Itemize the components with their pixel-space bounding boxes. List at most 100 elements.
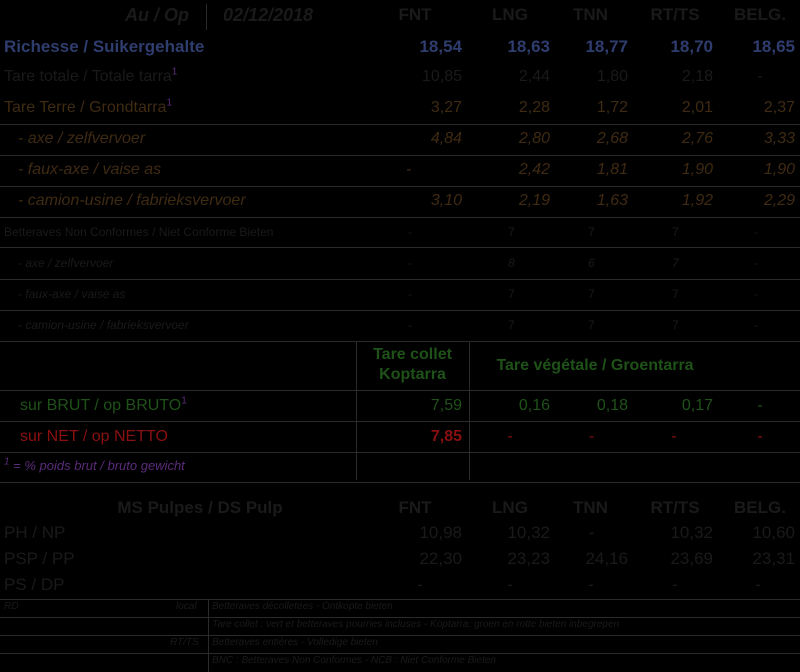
cell-value: 24,16 [585, 549, 628, 568]
column-header: FNT [398, 5, 432, 24]
cell-value: - [408, 287, 412, 301]
row-divider [0, 279, 800, 280]
header-row: Au / Op 02/12/2018 FNT LNG TNN RT/TS BEL… [0, 5, 800, 29]
column-header: RT/TS [650, 5, 700, 24]
legend-divider [0, 599, 800, 600]
legend-row: RD local Betteraves décolletées - Ontkop… [0, 601, 800, 616]
cell-value: - [588, 428, 595, 445]
row-divider [0, 124, 800, 125]
row-label: - camion-usine / fabrieksvervoer [18, 318, 189, 332]
cell-value: 7 [508, 287, 515, 301]
cell-value: 7 [672, 318, 679, 332]
table-row: Betteraves Non Conformes / Niet Conforme… [0, 225, 800, 243]
footnote-marker: 1 [166, 97, 172, 109]
legend-divider [0, 653, 800, 654]
row-label: - axe / zelfvervoer [18, 256, 114, 270]
cell-value: 23,31 [752, 549, 795, 568]
cell-value: 1,90 [763, 161, 795, 178]
cell-value: 23,23 [507, 549, 550, 568]
cell-value: 2,68 [596, 130, 628, 147]
cell-value: 18,65 [752, 37, 795, 56]
cell-value: - [588, 575, 594, 594]
row-divider [0, 155, 800, 156]
table-row: - faux-axe / vaise as - 7 7 7 - [0, 287, 800, 305]
row-label: PS / DP [4, 575, 65, 594]
legend-row: RT/TS Betteraves entières - Volledige bi… [0, 637, 800, 652]
footnote-marker: 1 [171, 66, 178, 78]
cell-value: 1,80 [596, 68, 628, 85]
column-header: TNN [573, 5, 608, 24]
legend-text: BNC : Betteraves Non Conformes - NCB : N… [212, 655, 496, 666]
cell-value: - [588, 523, 595, 542]
row-divider [0, 421, 800, 422]
section-divider [0, 482, 800, 483]
table-row: Tare Terre / Grondtarra1 3,27 2,28 1,72 … [0, 97, 800, 121]
tare-header-row: Tare collet Koptarra Tare végétale / Gro… [0, 345, 800, 389]
cell-value: 10,98 [419, 523, 462, 542]
cell-value: 2,80 [518, 130, 550, 147]
cell-value: 3,27 [430, 99, 462, 116]
table-row: - axe / zelfvervoer - 8 6 7 - [0, 256, 800, 274]
row-divider [0, 186, 800, 187]
cell-value: - [757, 428, 763, 445]
cell-value: - [757, 68, 763, 85]
column-header: BELG. [734, 498, 786, 517]
legend-code: RD [4, 601, 19, 612]
cell-value: 7 [672, 225, 679, 239]
cell-value: 2,37 [763, 99, 795, 116]
column-header: LNG [492, 498, 528, 517]
cell-value: 7 [508, 225, 515, 239]
cell-value: 1,72 [596, 99, 628, 116]
cell-value: - [754, 225, 758, 239]
header-label: Au / Op [125, 5, 189, 25]
table-row: - camion-usine / fabrieksvervoer - 7 7 7… [0, 318, 800, 336]
header-divider [206, 4, 207, 30]
cell-value: 22,30 [419, 549, 462, 568]
cell-value: 1,90 [681, 161, 713, 178]
legend-text: Tare collet : vert et betteraves pourrie… [212, 619, 620, 630]
footnote: 1 = % poids brut / bruto gewicht [0, 457, 800, 478]
row-divider [0, 390, 800, 391]
cell-value: 0,16 [518, 397, 550, 414]
cell-value: 10,85 [421, 68, 462, 85]
row-divider [0, 310, 800, 311]
legend-text: Betteraves entières - Volledige bieten [212, 637, 378, 648]
cell-value: - [755, 575, 761, 594]
legend-divider [0, 617, 800, 618]
cell-value: - [757, 397, 763, 414]
cell-value: - [417, 575, 423, 594]
pulp-header-row: MS Pulpes / DS Pulp FNT LNG TNN RT/TS BE… [0, 498, 800, 520]
row-label: Richesse / Suikergehalte [4, 37, 205, 56]
footnote-marker: 1 [181, 395, 187, 407]
cell-value: 2,01 [681, 99, 713, 116]
table-row: - axe / zelfvervoer 4,84 2,80 2,68 2,76 … [0, 130, 800, 152]
legend-column-divider [208, 599, 209, 672]
cell-value: - [754, 318, 758, 332]
cell-value: - [408, 256, 412, 270]
row-divider [0, 217, 800, 218]
row-label: PSP / PP [4, 549, 75, 568]
cell-value: 10,60 [752, 523, 795, 542]
legend-sub: local [176, 601, 197, 612]
cell-value: 3,10 [430, 192, 462, 209]
legend-row: BNC : Betteraves Non Conformes - NCB : N… [0, 655, 800, 670]
legend-sub: RT/TS [170, 637, 199, 648]
row-label: Betteraves Non Conformes / Niet Conforme… [4, 225, 274, 239]
cell-value: 7 [588, 287, 595, 301]
cell-value: - [507, 575, 513, 594]
legend-row: Tare collet : vert et betteraves pourrie… [0, 619, 800, 634]
cell-value: - [408, 318, 412, 332]
cell-value: 2,76 [681, 130, 713, 147]
cell-value: 7 [588, 225, 595, 239]
cell-value: - [406, 161, 412, 178]
cell-value: 18,54 [419, 37, 462, 56]
cell-value: 18,70 [670, 37, 713, 56]
cell-value: - [671, 428, 677, 445]
cell-value: 18,63 [507, 37, 550, 56]
cell-value: 23,69 [670, 549, 713, 568]
column-header: LNG [492, 5, 528, 24]
cell-value: 7 [672, 287, 679, 301]
row-divider [0, 341, 800, 342]
cell-value: 3,33 [763, 130, 795, 147]
row-label: sur NET / op NETTO [20, 428, 168, 445]
